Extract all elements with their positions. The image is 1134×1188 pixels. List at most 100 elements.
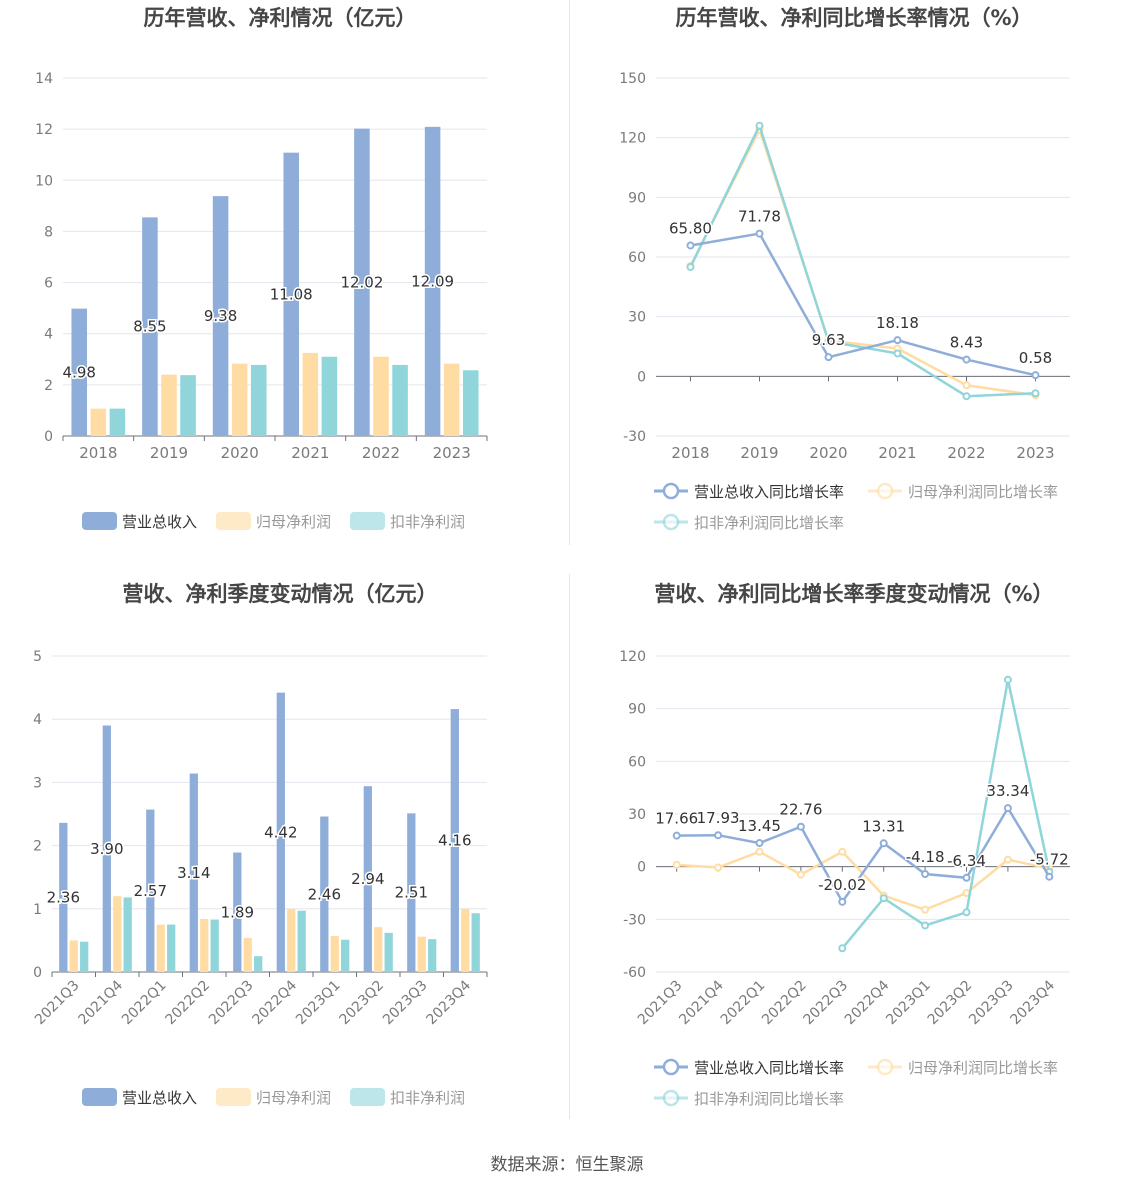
y-tick-label: -30 (623, 429, 646, 445)
legend-marker (662, 1058, 680, 1076)
chart-title: 营收、净利季度变动情况（亿元） (122, 582, 438, 606)
chart-annual-growth-svg: -30 0 30 60 90 120 150 2018 2019 2020 2021 2022 2023… (619, 71, 1070, 532)
data-point (714, 831, 723, 840)
data-label: 3.90 (90, 840, 123, 858)
legend-label: 扣非净利润 (390, 513, 465, 531)
data-point (921, 870, 930, 879)
series-line-revenue-growth (690, 232, 1036, 377)
data-point (1031, 371, 1040, 380)
data-point (755, 839, 764, 848)
x-tick-label: 2022Q2 (162, 978, 213, 1029)
y-tick-label: 0 (637, 369, 646, 385)
data-label: 11.08 (270, 285, 313, 303)
y-tick-label: 5 (33, 649, 42, 665)
legend-label: 扣非净利润同比增长率 (694, 1090, 844, 1108)
y-tick-label: 150 (619, 71, 646, 87)
data-point (755, 121, 764, 130)
x-tick-label: 2022Q4 (842, 977, 893, 1028)
legend-marker (662, 513, 680, 531)
data-label: 2.57 (134, 882, 167, 900)
bar-revenue (146, 809, 155, 972)
data-label: 13.31 (862, 817, 905, 835)
data-label: 8.43 (950, 334, 983, 352)
y-tick-label: -30 (623, 912, 646, 928)
data-label: 17.93 (697, 809, 740, 827)
data-label: 33.34 (986, 782, 1029, 800)
data-label: 71.78 (738, 208, 781, 226)
y-tick-label: 4 (44, 327, 53, 343)
divider-top (569, 0, 570, 545)
data-label: 13.45 (738, 817, 781, 835)
legend-swatch (82, 1088, 117, 1106)
chart-quarterly-bar-svg: 0 1 2 3 4 5 2021Q32021Q42022Q12022Q22022Q32022… (32, 649, 488, 1107)
data-point (755, 847, 764, 856)
legend-marker (662, 482, 680, 500)
x-tick-label: 2023Q3 (380, 978, 431, 1029)
y-tick-label: 30 (628, 807, 646, 823)
data-label: 2.46 (308, 885, 341, 903)
bar-deducted-profit (384, 932, 393, 972)
x-tick-label: 2020 (221, 444, 259, 462)
chart-quarterly-growth: 营收、净利同比增长率季度变动情况（%） -60 -30 0 30 60 90 120 2021… (574, 576, 1134, 1126)
data-label: 2.51 (395, 884, 428, 902)
y-tick-label: 0 (637, 860, 646, 876)
data-label: 12.02 (340, 273, 383, 291)
bar-revenue (320, 816, 329, 972)
y-tick-label: 8 (44, 224, 53, 240)
bar-net-profit (461, 908, 470, 972)
data-label: -6.34 (947, 852, 986, 870)
legend-label: 归母净利润同比增长率 (908, 1059, 1058, 1077)
x-tick-label: 2022Q4 (249, 977, 300, 1028)
data-point (838, 944, 847, 953)
bar-deducted-profit (462, 370, 479, 436)
data-label: 9.63 (812, 331, 845, 349)
data-label: -20.02 (818, 876, 866, 894)
x-tick-label: 2023Q2 (336, 978, 387, 1029)
data-point (755, 229, 764, 238)
bar-net-profit (200, 918, 209, 972)
data-label: -4.18 (906, 848, 945, 866)
legend-swatch (216, 512, 251, 530)
legend-swatch (350, 1088, 385, 1106)
chart-quarterly-bar: 营收、净利季度变动情况（亿元） 0 1 2 3 4 5 2021Q3 2021Q4 2022Q1… (0, 576, 560, 1126)
data-point (672, 831, 681, 840)
y-tick-label: 12 (35, 122, 53, 138)
data-point (838, 847, 847, 856)
x-tick-label: 2022Q1 (718, 978, 769, 1029)
bar-revenue (102, 725, 111, 972)
bar-net-profit (374, 927, 383, 972)
bar-revenue (363, 786, 372, 972)
data-point (1031, 389, 1040, 398)
data-point (1003, 675, 1012, 684)
bar-revenue (276, 692, 285, 972)
x-tick-label: 2022 (947, 444, 985, 462)
data-point (672, 860, 681, 869)
bar-deducted-profit (297, 910, 306, 972)
data-point (1003, 855, 1012, 864)
chart-annual-bar-svg: 0 2 4 6 8 10 12 14 2018 2019 2020 2021 2022 2023 4.98 8… (35, 71, 488, 531)
y-tick-label: 90 (628, 190, 646, 206)
data-label: 4.16 (438, 832, 471, 850)
bar-deducted-profit (210, 919, 219, 972)
x-tick-label: 2023Q3 (966, 978, 1017, 1029)
data-point (824, 353, 833, 362)
legend-swatch (216, 1088, 251, 1106)
x-tick-label: 2023Q1 (293, 978, 344, 1029)
data-label: -5.72 (1030, 851, 1069, 869)
data-point (1045, 872, 1054, 881)
x-tick-label: 2023Q4 (423, 977, 474, 1028)
bar-revenue (71, 308, 88, 436)
y-tick-label: 4 (33, 712, 42, 728)
data-label: 4.42 (264, 823, 297, 841)
y-tick-label: 2 (44, 378, 53, 394)
bar-deducted-profit (341, 939, 350, 972)
bar-deducted-profit (321, 356, 338, 436)
data-label: 3.14 (177, 864, 210, 882)
data-point (714, 863, 723, 872)
x-tick-label: 2022Q1 (119, 978, 170, 1029)
data-point (921, 921, 930, 930)
bar-net-profit (161, 374, 177, 436)
bar-net-profit (90, 408, 107, 436)
data-point (879, 894, 888, 903)
y-tick-label: -60 (623, 965, 646, 981)
